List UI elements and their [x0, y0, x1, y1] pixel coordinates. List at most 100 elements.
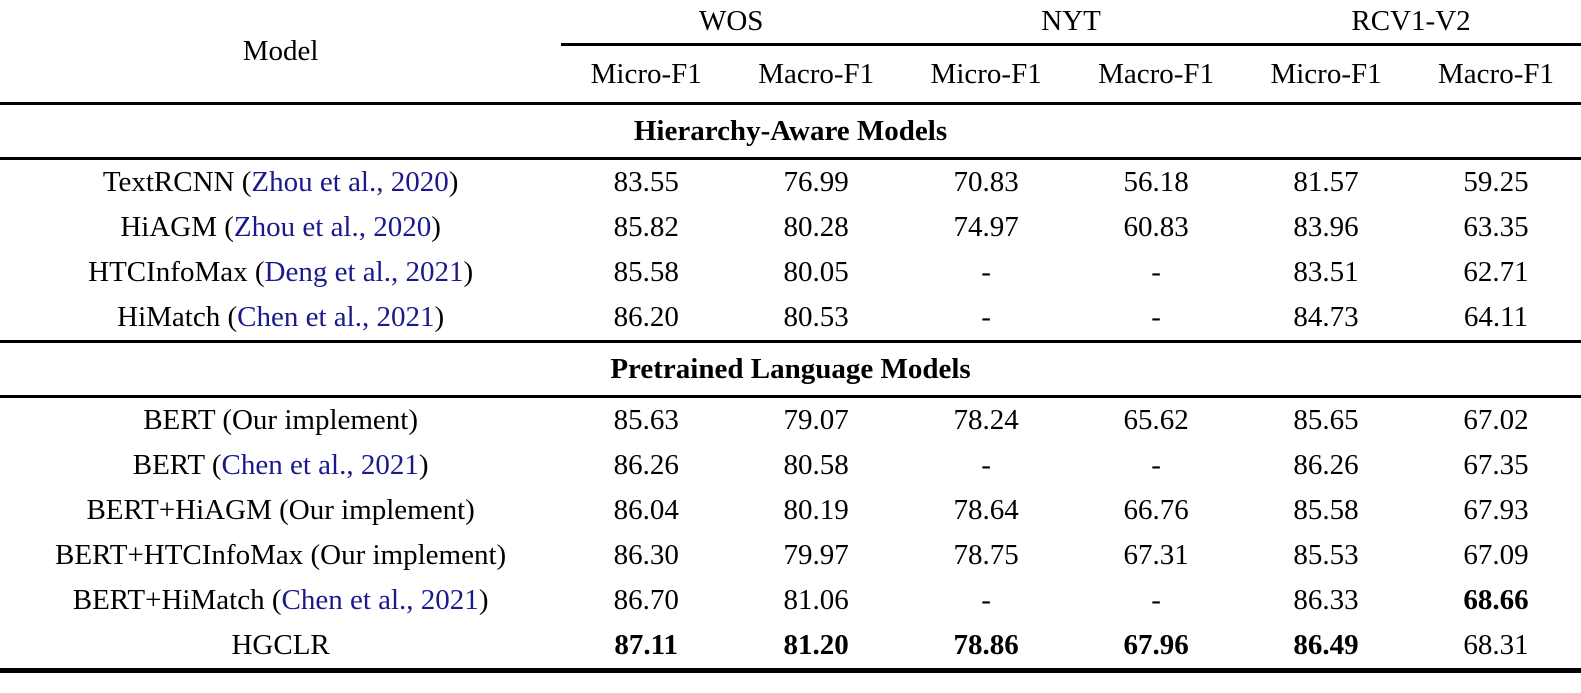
- metric-value: 66.76: [1123, 494, 1189, 526]
- model-name-cell: BERT+HiAGM (Our implement): [0, 488, 561, 533]
- model-name-cell: BERT+HTCInfoMax (Our implement): [0, 533, 561, 578]
- column-header-rcv1-macro-f1: Macro-F1: [1438, 57, 1554, 90]
- metric-value: -: [1151, 256, 1161, 288]
- metric-value: 81.57: [1293, 166, 1359, 198]
- metric-value: 78.24: [953, 404, 1019, 436]
- metric-value: -: [981, 256, 991, 288]
- model-name: HTCInfoMax (: [88, 256, 265, 288]
- model-name-cell: TextRCNN (Zhou et al., 2020): [0, 159, 561, 206]
- metric-value: 68.66: [1463, 584, 1529, 616]
- dataset-header-row: Model WOS NYT RCV1-V2: [0, 0, 1581, 67]
- metric-value: 85.82: [613, 211, 679, 243]
- metric-value: 65.62: [1123, 404, 1189, 436]
- metric-value: 79.97: [783, 539, 849, 571]
- table-row-himatch: HiMatch (Chen et al., 2021) 86.20 80.53 …: [0, 295, 1581, 342]
- dataset-header-nyt: NYT: [901, 0, 1242, 46]
- model-name: BERT (: [132, 449, 222, 481]
- column-header-nyt-macro-f1: Macro-F1: [1098, 57, 1215, 90]
- metric-value: 86.26: [1293, 449, 1359, 481]
- metric-value: 86.70: [613, 584, 679, 616]
- metric-value: 86.04: [613, 494, 679, 526]
- model-name: BERT+HiAGM (Our implement): [86, 494, 475, 526]
- table-row-bert-our: BERT (Our implement) 85.63 79.07 78.24 6…: [0, 397, 1581, 444]
- model-name-suffix: ): [478, 584, 489, 616]
- metric-value: 85.58: [613, 256, 679, 288]
- metric-value: 59.25: [1463, 166, 1529, 198]
- model-name-cell: HTCInfoMax (Deng et al., 2021): [0, 250, 561, 295]
- metric-value: 78.64: [953, 494, 1019, 526]
- column-header-rcv1-micro-f1: Micro-F1: [1270, 57, 1382, 90]
- metric-value: 80.19: [783, 494, 849, 526]
- metric-value: 80.58: [783, 449, 849, 481]
- model-name: TextRCNN (: [102, 166, 252, 198]
- metric-value: 80.53: [783, 301, 849, 333]
- section-header-row: Hierarchy-Aware Models: [0, 102, 1581, 160]
- citation-link[interactable]: Chen et al., 2021: [237, 301, 435, 333]
- model-name: BERT+HTCInfoMax (Our implement): [55, 539, 507, 571]
- metric-value: 78.86: [953, 629, 1019, 661]
- table-row-textrcnn: TextRCNN (Zhou et al., 2020) 83.55 76.99…: [0, 159, 1581, 206]
- table-row-bert-hiagm: BERT+HiAGM (Our implement) 86.04 80.19 7…: [0, 488, 1581, 533]
- model-name-cell: HiAGM (Zhou et al., 2020): [0, 205, 561, 250]
- metric-value: 67.02: [1463, 404, 1529, 436]
- metric-value: 86.33: [1293, 584, 1359, 616]
- metric-value: 68.31: [1463, 629, 1529, 661]
- metric-value: 67.09: [1463, 539, 1529, 571]
- metric-value: 81.06: [783, 584, 849, 616]
- metric-value: -: [1151, 449, 1161, 481]
- metric-value: -: [1151, 584, 1161, 616]
- metric-value: 60.83: [1123, 211, 1189, 243]
- section-title-pretrained-lm: Pretrained Language Models: [0, 340, 1581, 398]
- metric-value: 76.99: [783, 166, 849, 198]
- column-header-wos-micro-f1: Micro-F1: [590, 57, 702, 90]
- model-name-cell: BERT (Chen et al., 2021): [0, 443, 561, 488]
- model-name-suffix: ): [431, 211, 441, 243]
- metric-value: 79.07: [783, 404, 849, 436]
- metric-value: 83.55: [613, 166, 679, 198]
- metric-value: 86.20: [613, 301, 679, 333]
- metric-value: 63.35: [1463, 211, 1529, 243]
- column-header-wos-macro-f1: Macro-F1: [758, 57, 875, 90]
- citation-link[interactable]: Chen et al., 2021: [221, 449, 419, 481]
- metric-value: 83.51: [1293, 256, 1359, 288]
- model-name-cell: HGCLR: [0, 623, 561, 671]
- model-name: BERT+HiMatch (: [72, 584, 282, 616]
- citation-link[interactable]: Deng et al., 2021: [264, 256, 464, 288]
- metric-value: 78.75: [953, 539, 1019, 571]
- results-table: Model WOS NYT RCV1-V2 Micro-F1 Macro-F1 …: [0, 0, 1581, 673]
- section-title-hierarchy-aware: Hierarchy-Aware Models: [0, 102, 1581, 160]
- metric-value: 74.97: [953, 211, 1019, 243]
- metric-value: 81.20: [783, 629, 849, 661]
- metric-value: 86.26: [613, 449, 679, 481]
- citation-link[interactable]: Zhou et al., 2020: [251, 166, 449, 198]
- table-row-hiagm: HiAGM (Zhou et al., 2020) 85.82 80.28 74…: [0, 205, 1581, 250]
- model-name-cell: BERT (Our implement): [0, 397, 561, 444]
- metric-header-row: Micro-F1 Macro-F1 Micro-F1 Macro-F1 Micr…: [0, 45, 1581, 104]
- metric-value: 56.18: [1123, 166, 1189, 198]
- metric-value: 80.28: [783, 211, 849, 243]
- metric-value: -: [981, 449, 991, 481]
- model-name: BERT (Our implement): [143, 404, 419, 436]
- model-name-cell: HiMatch (Chen et al., 2021): [0, 295, 561, 342]
- model-name-suffix: ): [434, 301, 445, 333]
- citation-link[interactable]: Zhou et al., 2020: [233, 211, 432, 243]
- metric-value: 64.11: [1463, 301, 1529, 333]
- metric-value: 83.96: [1293, 211, 1359, 243]
- metric-value: 67.35: [1463, 449, 1529, 481]
- model-name: HiMatch (: [117, 301, 238, 333]
- metric-value: -: [1151, 301, 1161, 333]
- model-name-suffix: ): [418, 449, 429, 481]
- citation-link[interactable]: Chen et al., 2021: [281, 584, 479, 616]
- column-header-nyt-micro-f1: Micro-F1: [930, 57, 1042, 90]
- metric-value: -: [981, 584, 991, 616]
- model-name: HiAGM (: [120, 211, 234, 243]
- section-header-row: Pretrained Language Models: [0, 340, 1581, 398]
- model-name: HGCLR: [231, 629, 330, 661]
- model-name-cell: BERT+HiMatch (Chen et al., 2021): [0, 578, 561, 623]
- metric-value: 67.93: [1463, 494, 1529, 526]
- metric-value: 85.53: [1293, 539, 1359, 571]
- column-header-model: Model: [242, 34, 319, 67]
- metric-value: 85.58: [1293, 494, 1359, 526]
- metric-value: 87.11: [614, 629, 679, 661]
- table-row-bert-himatch: BERT+HiMatch (Chen et al., 2021) 86.70 8…: [0, 578, 1581, 623]
